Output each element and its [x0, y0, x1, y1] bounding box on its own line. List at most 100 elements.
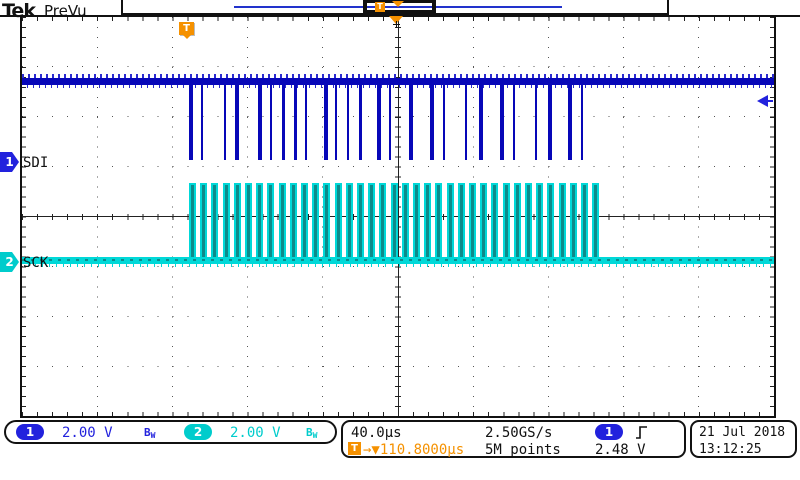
sdi-pulse: [581, 84, 583, 160]
sample-rate-readout: 2.50GS/s: [485, 425, 553, 441]
sck-pulse: [390, 183, 398, 259]
sck-band-speckle: [22, 259, 774, 261]
channel-1-badge: 1: [16, 424, 44, 440]
trigger-delay-readout: →▼110.8000µs: [363, 442, 465, 458]
sdi-pulse: [294, 84, 297, 160]
datetime-box: 21 Jul 2018 13:12:25: [690, 420, 797, 458]
right-edge-ticks: [770, 17, 774, 416]
sck-pulse: [334, 183, 342, 259]
trigger-position-icon: [389, 16, 403, 24]
sdi-pulse: [224, 84, 226, 160]
channel-1-marker: 1: [0, 152, 19, 172]
rising-edge-icon: [636, 426, 647, 439]
sck-pulse: [569, 183, 577, 259]
record-waveform-line: [234, 6, 562, 8]
sdi-pulse: [235, 84, 239, 160]
sck-pulse: [278, 183, 286, 259]
sck-pulse: [469, 183, 476, 259]
sck-pulse: [345, 183, 353, 259]
sdi-pulse: [324, 84, 328, 160]
sck-pulse: [256, 183, 264, 259]
sck-pulse: [513, 183, 521, 259]
sdi-pulse: [258, 84, 262, 160]
sdi-pulse: [305, 84, 307, 160]
channel-1-scale: 2.00 V: [62, 425, 113, 441]
channel-2-label: SCK: [23, 255, 49, 271]
sck-pulse: [547, 183, 555, 259]
sck-pulse: [379, 183, 387, 259]
window-left-bracket: [363, 0, 367, 13]
graticule: [20, 17, 776, 418]
sck-pulse: [581, 183, 588, 259]
sdi-pulse: [500, 84, 504, 160]
sdi-pulse: [465, 84, 467, 160]
date-readout: 21 Jul 2018: [699, 425, 786, 440]
sck-pulse: [480, 183, 488, 259]
trigger-badge-icon: T: [375, 2, 385, 12]
sck-noise: [22, 264, 774, 267]
sdi-pulse: [270, 84, 272, 160]
sck-pulse: [301, 183, 308, 259]
channel-2-badge: 2: [184, 424, 212, 440]
sck-pulse: [502, 183, 510, 259]
sdi-noise: [22, 74, 774, 78]
sck-pulse: [413, 183, 420, 259]
sck-pulse: [592, 183, 600, 259]
channel-2-bandwidth-icon: BW: [306, 426, 318, 440]
sck-pulse: [267, 183, 275, 259]
sdi-pulse: [189, 84, 193, 160]
sdi-pulse: [513, 84, 515, 160]
record-view-bar: T: [121, 0, 669, 15]
time-readout: 13:12:25: [699, 442, 762, 457]
sdi-pulse: [389, 84, 391, 160]
trigger-level-arrow-icon: [757, 95, 768, 107]
sck-pulse: [312, 183, 320, 259]
horizontal-trigger-readout-box: 40.0µs 2.50GS/s 1 T →▼110.8000µs 5M poin…: [341, 420, 686, 458]
sck-pulse: [446, 183, 454, 259]
sdi-pulse: [535, 84, 537, 160]
trigger-position-mini-icon: [392, 1, 404, 7]
sck-pulse: [323, 183, 331, 259]
sdi-pulse: [430, 84, 434, 160]
sdi-pulse: [359, 84, 362, 160]
sck-pulse: [424, 183, 432, 259]
sck-pulse: [233, 183, 241, 259]
sck-pulse: [536, 183, 544, 259]
sck-pulse: [222, 183, 230, 259]
sdi-pulse: [201, 84, 203, 160]
record-length-readout: 5M points: [485, 442, 561, 458]
sck-pulse: [457, 183, 465, 259]
center-horizontal-line: [22, 216, 774, 217]
left-edge-ticks: [22, 17, 26, 416]
channel-1-label: SDI: [23, 155, 49, 171]
channel-readout-box: 1 2.00 V BW 2 2.00 V BW: [4, 420, 337, 444]
sdi-noise: [22, 85, 774, 88]
sdi-high-band: [22, 78, 774, 85]
channel-2-marker: 2: [0, 252, 19, 272]
sdi-pulse: [548, 84, 552, 160]
sck-pulse: [558, 183, 566, 259]
sdi-pulse: [377, 84, 381, 160]
trigger-flag-tip: [183, 35, 191, 39]
sdi-pulse: [568, 84, 572, 160]
sck-pulse: [200, 183, 208, 259]
sck-pulse: [289, 183, 297, 259]
trigger-delay-badge-icon: T: [348, 442, 361, 455]
sdi-pulse: [479, 84, 483, 160]
sdi-pulse: [409, 84, 413, 160]
bottom-edge-ticks: [22, 412, 774, 416]
sck-pulse: [245, 183, 252, 259]
sck-pulse: [368, 183, 376, 259]
sck-pulse: [189, 183, 196, 259]
trigger-source-badge: 1: [595, 424, 623, 440]
channel-1-bandwidth-icon: BW: [144, 426, 156, 440]
sck-pulse: [525, 183, 532, 259]
sck-pulse: [357, 183, 364, 259]
trigger-level-readout: 2.48 V: [595, 442, 646, 458]
sdi-pulse: [335, 84, 337, 160]
sck-pulse: [435, 183, 443, 259]
sdi-pulse: [347, 84, 349, 160]
horizontal-scale-readout: 40.0µs: [351, 425, 402, 441]
window-right-bracket: [432, 0, 436, 13]
